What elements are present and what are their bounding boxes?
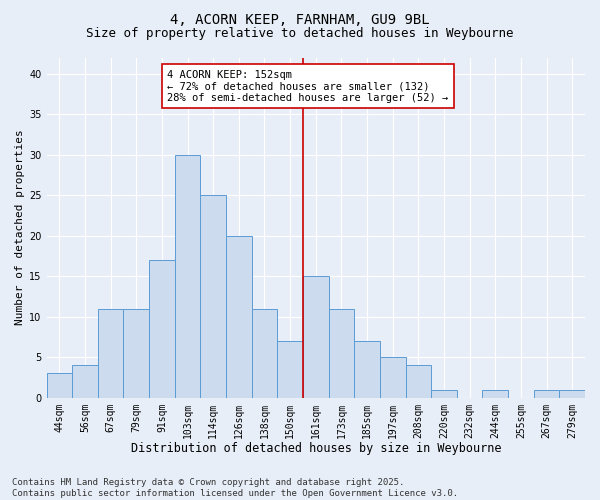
Text: Size of property relative to detached houses in Weybourne: Size of property relative to detached ho… <box>86 28 514 40</box>
Bar <box>251 308 277 398</box>
Bar <box>329 308 354 398</box>
Bar <box>406 366 431 398</box>
Bar <box>431 390 457 398</box>
Bar <box>47 374 72 398</box>
Text: 4, ACORN KEEP, FARNHAM, GU9 9BL: 4, ACORN KEEP, FARNHAM, GU9 9BL <box>170 12 430 26</box>
Bar <box>226 236 251 398</box>
Bar <box>482 390 508 398</box>
X-axis label: Distribution of detached houses by size in Weybourne: Distribution of detached houses by size … <box>131 442 501 455</box>
Bar <box>380 357 406 398</box>
Bar <box>277 341 303 398</box>
Bar <box>72 366 98 398</box>
Bar <box>534 390 559 398</box>
Bar <box>200 195 226 398</box>
Bar <box>303 276 329 398</box>
Text: Contains HM Land Registry data © Crown copyright and database right 2025.
Contai: Contains HM Land Registry data © Crown c… <box>12 478 458 498</box>
Bar <box>354 341 380 398</box>
Bar <box>175 154 200 398</box>
Bar <box>149 260 175 398</box>
Y-axis label: Number of detached properties: Number of detached properties <box>15 130 25 326</box>
Text: 4 ACORN KEEP: 152sqm
← 72% of detached houses are smaller (132)
28% of semi-deta: 4 ACORN KEEP: 152sqm ← 72% of detached h… <box>167 70 448 103</box>
Bar <box>559 390 585 398</box>
Bar <box>98 308 124 398</box>
Bar <box>124 308 149 398</box>
